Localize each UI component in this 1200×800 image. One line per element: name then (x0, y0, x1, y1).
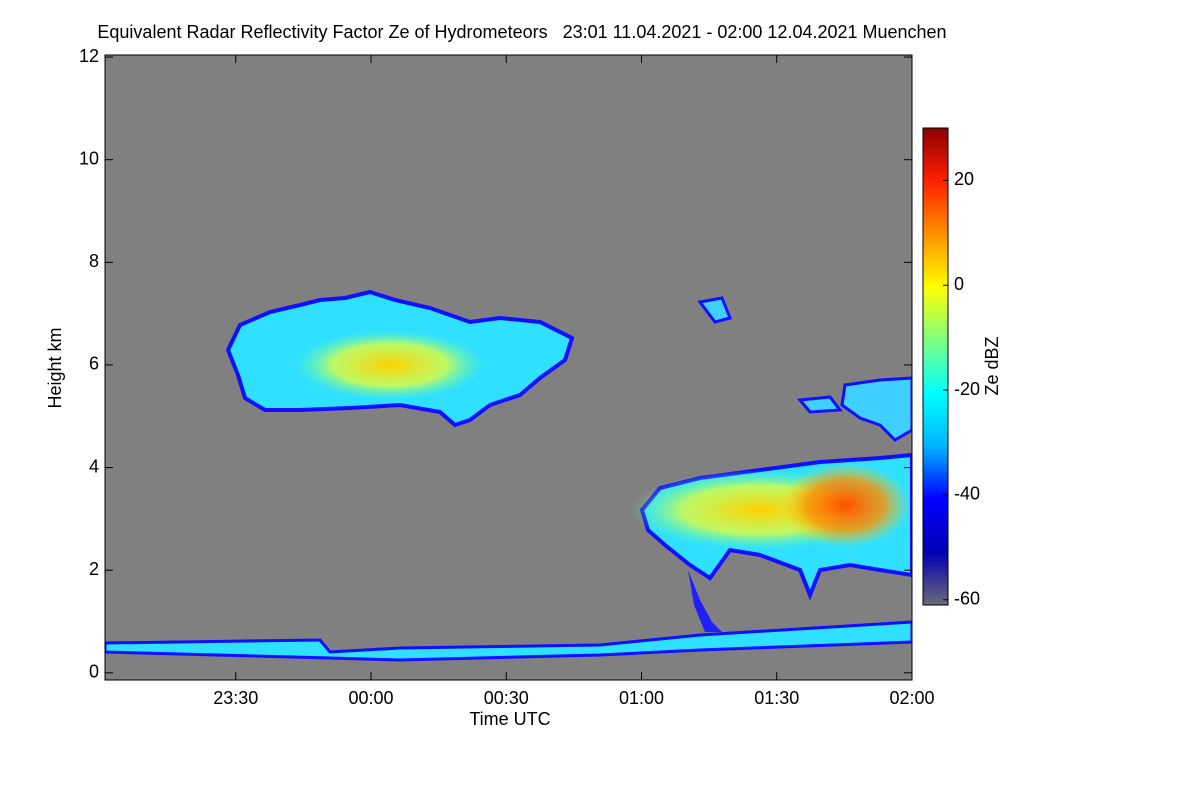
colorbar (922, 127, 949, 606)
x-tick-label: 01:30 (754, 688, 799, 708)
x-tick-label: 23:30 (213, 688, 258, 708)
x-tick-label: 01:00 (619, 688, 664, 708)
echo-core (780, 463, 910, 547)
echo-region (105, 620, 912, 662)
colorbar-tick-label: 20 (954, 169, 974, 189)
colorbar-tick-label: -20 (954, 379, 980, 399)
y-tick-label: 0 (89, 662, 99, 682)
echo-region (697, 296, 912, 442)
echoes (105, 289, 912, 662)
y-tick-label: 12 (79, 46, 99, 66)
colorbar-label: Ze dBZ (982, 336, 1002, 395)
x-tick-label: 00:00 (348, 688, 393, 708)
colorbar-tick-label: -40 (954, 484, 980, 504)
y-tick-label: 2 (89, 559, 99, 579)
y-tick-label: 8 (89, 251, 99, 271)
echo-region (688, 570, 722, 632)
colorbar-tick-label: -60 (954, 589, 980, 609)
echo-core (295, 330, 485, 400)
plot-frame (104, 54, 913, 681)
colorbar-tick-label: 0 (954, 274, 964, 294)
y-axis-label: Height km (45, 327, 65, 408)
y-tick-label: 10 (79, 148, 99, 168)
chart-title: Equivalent Radar Reflectivity Factor Ze … (97, 22, 946, 42)
x-tick-label: 00:30 (484, 688, 529, 708)
x-tick-label: 02:00 (889, 688, 934, 708)
x-axis-label: Time UTC (469, 709, 550, 729)
y-tick-label: 6 (89, 354, 99, 374)
y-tick-label: 4 (89, 456, 99, 476)
